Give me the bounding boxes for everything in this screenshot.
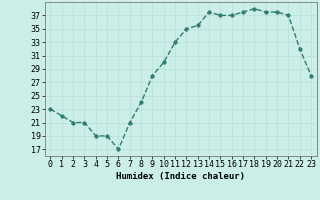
X-axis label: Humidex (Indice chaleur): Humidex (Indice chaleur) [116,172,245,181]
